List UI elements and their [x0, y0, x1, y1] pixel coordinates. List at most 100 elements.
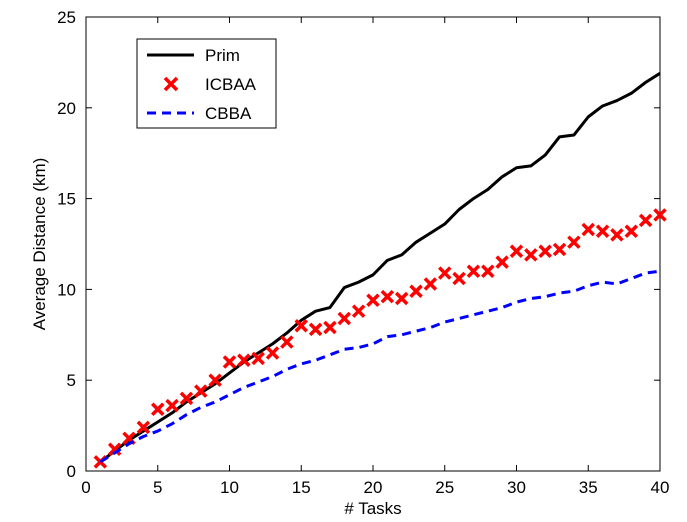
data-point-icbaa — [165, 398, 179, 413]
marker-stroke — [509, 244, 524, 259]
legend-label-prim: Prim — [205, 46, 240, 65]
marker-stroke — [624, 224, 639, 239]
marker-stroke — [394, 291, 409, 306]
data-point-icbaa — [323, 320, 337, 335]
y-tick-label: 20 — [57, 99, 76, 118]
marker-stroke — [208, 373, 222, 387]
x-tick-label: 20 — [364, 478, 383, 497]
data-point-icbaa — [638, 213, 653, 228]
marker-stroke — [538, 244, 552, 259]
x-tick-label: 5 — [153, 478, 162, 497]
marker-stroke — [581, 222, 595, 237]
marker-stroke — [194, 384, 208, 398]
marker-stroke — [280, 335, 294, 349]
data-point-icbaa — [394, 291, 409, 306]
marker-stroke — [552, 242, 567, 257]
marker-stroke — [179, 391, 194, 406]
data-point-icbaa — [524, 248, 538, 262]
series-line-prim — [99, 72, 661, 464]
data-point-icbaa — [653, 208, 667, 222]
data-point-icbaa — [624, 224, 639, 239]
marker-stroke — [251, 351, 265, 366]
data-point-icbaa — [107, 442, 122, 456]
data-point-icbaa — [552, 242, 567, 257]
marker-stroke — [151, 402, 165, 416]
data-point-icbaa — [208, 373, 222, 387]
series-line-cbba — [99, 269, 661, 464]
tick-labels: 0 5 10 15 20 25 30 35 40 0 5 10 15 20 25 — [57, 8, 669, 497]
series-icbaa — [93, 208, 667, 469]
data-point-icbaa — [151, 402, 165, 416]
data-point-icbaa — [595, 224, 610, 239]
y-tick-label: 25 — [57, 8, 76, 27]
marker-stroke — [524, 248, 538, 262]
data-point-icbaa — [308, 322, 323, 337]
marker-stroke — [610, 228, 624, 242]
data-point-icbaa — [610, 228, 624, 242]
data-point-icbaa — [380, 289, 395, 304]
data-point-icbaa — [294, 318, 308, 333]
data-point-icbaa — [509, 244, 524, 259]
marker-stroke — [466, 264, 481, 278]
data-point-icbaa — [452, 271, 466, 286]
marker-stroke — [423, 277, 438, 291]
legend-label-icbaa: ICBAA — [205, 75, 257, 94]
x-axis-title: # Tasks — [344, 499, 401, 518]
data-point-icbaa — [280, 335, 294, 349]
data-point-icbaa — [466, 264, 481, 278]
data-point-icbaa — [495, 255, 509, 269]
data-point-icbaa — [538, 244, 552, 259]
y-tick-label: 10 — [57, 280, 76, 299]
marker-stroke — [122, 431, 136, 446]
marker-stroke — [438, 266, 452, 280]
marker-stroke — [136, 420, 151, 435]
y-axis-title: Average Distance (km) — [30, 158, 49, 331]
data-point-icbaa — [567, 235, 581, 249]
data-point-icbaa — [409, 284, 423, 298]
data-point-icbaa — [423, 277, 438, 291]
x-tick-label: 10 — [220, 478, 239, 497]
data-point-icbaa — [438, 266, 452, 280]
marker-stroke — [107, 442, 122, 456]
data-point-icbaa — [194, 384, 208, 398]
series-layer — [93, 72, 667, 469]
marker-stroke — [351, 304, 366, 318]
x-tick-label: 40 — [651, 478, 670, 497]
legend-swatch-icbaa — [163, 76, 179, 92]
marker-stroke — [595, 224, 610, 239]
y-tick-label: 0 — [67, 462, 76, 481]
marker-stroke — [265, 346, 280, 360]
data-point-icbaa — [337, 311, 352, 326]
marker-stroke — [409, 284, 423, 298]
marker-stroke — [380, 289, 395, 304]
x-tick-label: 25 — [435, 478, 454, 497]
data-point-icbaa — [366, 293, 380, 308]
marker-stroke — [165, 398, 179, 413]
legend-label-cbba: CBBA — [205, 104, 252, 123]
data-point-icbaa — [237, 353, 251, 367]
marker-stroke — [294, 318, 308, 333]
y-tick-label: 5 — [67, 371, 76, 390]
marker-stroke — [495, 255, 509, 269]
marker-stroke — [237, 353, 251, 367]
data-point-icbaa — [179, 391, 194, 406]
data-point-icbaa — [581, 222, 595, 237]
marker-stroke — [481, 264, 495, 278]
axis-ticks — [85, 16, 661, 472]
x-tick-label: 35 — [579, 478, 598, 497]
x-tick-label: 15 — [292, 478, 311, 497]
data-point-icbaa — [251, 351, 265, 366]
data-point-icbaa — [481, 264, 495, 278]
data-point-icbaa — [136, 420, 151, 435]
marker-stroke — [323, 320, 337, 335]
legend: Prim ICBAA CBBA — [136, 38, 277, 129]
x-tick-label: 0 — [81, 478, 90, 497]
marker-stroke — [366, 293, 380, 308]
marker-stroke — [337, 311, 352, 326]
data-point-icbaa — [265, 346, 280, 360]
marker-stroke — [653, 208, 667, 222]
marker-stroke — [638, 213, 653, 228]
marker-stroke — [222, 355, 237, 369]
marker-stroke — [567, 235, 581, 249]
